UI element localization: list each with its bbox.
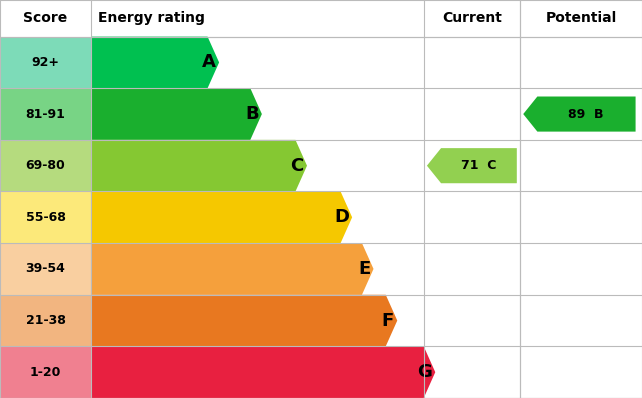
Polygon shape <box>91 243 374 295</box>
Text: E: E <box>358 260 370 278</box>
Text: Current: Current <box>442 11 502 25</box>
Text: G: G <box>417 363 432 381</box>
Polygon shape <box>91 191 352 243</box>
Text: F: F <box>382 312 394 330</box>
Bar <box>0 191 91 243</box>
Polygon shape <box>91 346 435 398</box>
Text: Score: Score <box>24 11 67 25</box>
Text: 71  C: 71 C <box>460 159 496 172</box>
Text: Energy rating: Energy rating <box>98 11 204 25</box>
Polygon shape <box>427 148 517 183</box>
Text: B: B <box>245 105 259 123</box>
Text: 81-91: 81-91 <box>26 107 65 121</box>
Text: 69-80: 69-80 <box>26 159 65 172</box>
Bar <box>0 295 91 346</box>
Bar <box>0 140 91 191</box>
Bar <box>0 37 91 88</box>
Text: Potential: Potential <box>546 11 616 25</box>
Bar <box>0 243 91 295</box>
Text: 89  B: 89 B <box>568 107 603 121</box>
Text: D: D <box>334 208 349 226</box>
Bar <box>0 88 91 140</box>
Polygon shape <box>91 88 262 140</box>
Text: 21-38: 21-38 <box>26 314 65 327</box>
Text: C: C <box>291 157 304 175</box>
Polygon shape <box>91 140 307 191</box>
Polygon shape <box>91 295 397 346</box>
Text: A: A <box>202 53 216 71</box>
Polygon shape <box>91 37 219 88</box>
Text: 92+: 92+ <box>31 56 60 69</box>
Text: 1-20: 1-20 <box>30 366 61 378</box>
Text: 55-68: 55-68 <box>26 211 65 224</box>
Text: 39-54: 39-54 <box>26 262 65 275</box>
Bar <box>0 346 91 398</box>
Polygon shape <box>523 96 636 132</box>
